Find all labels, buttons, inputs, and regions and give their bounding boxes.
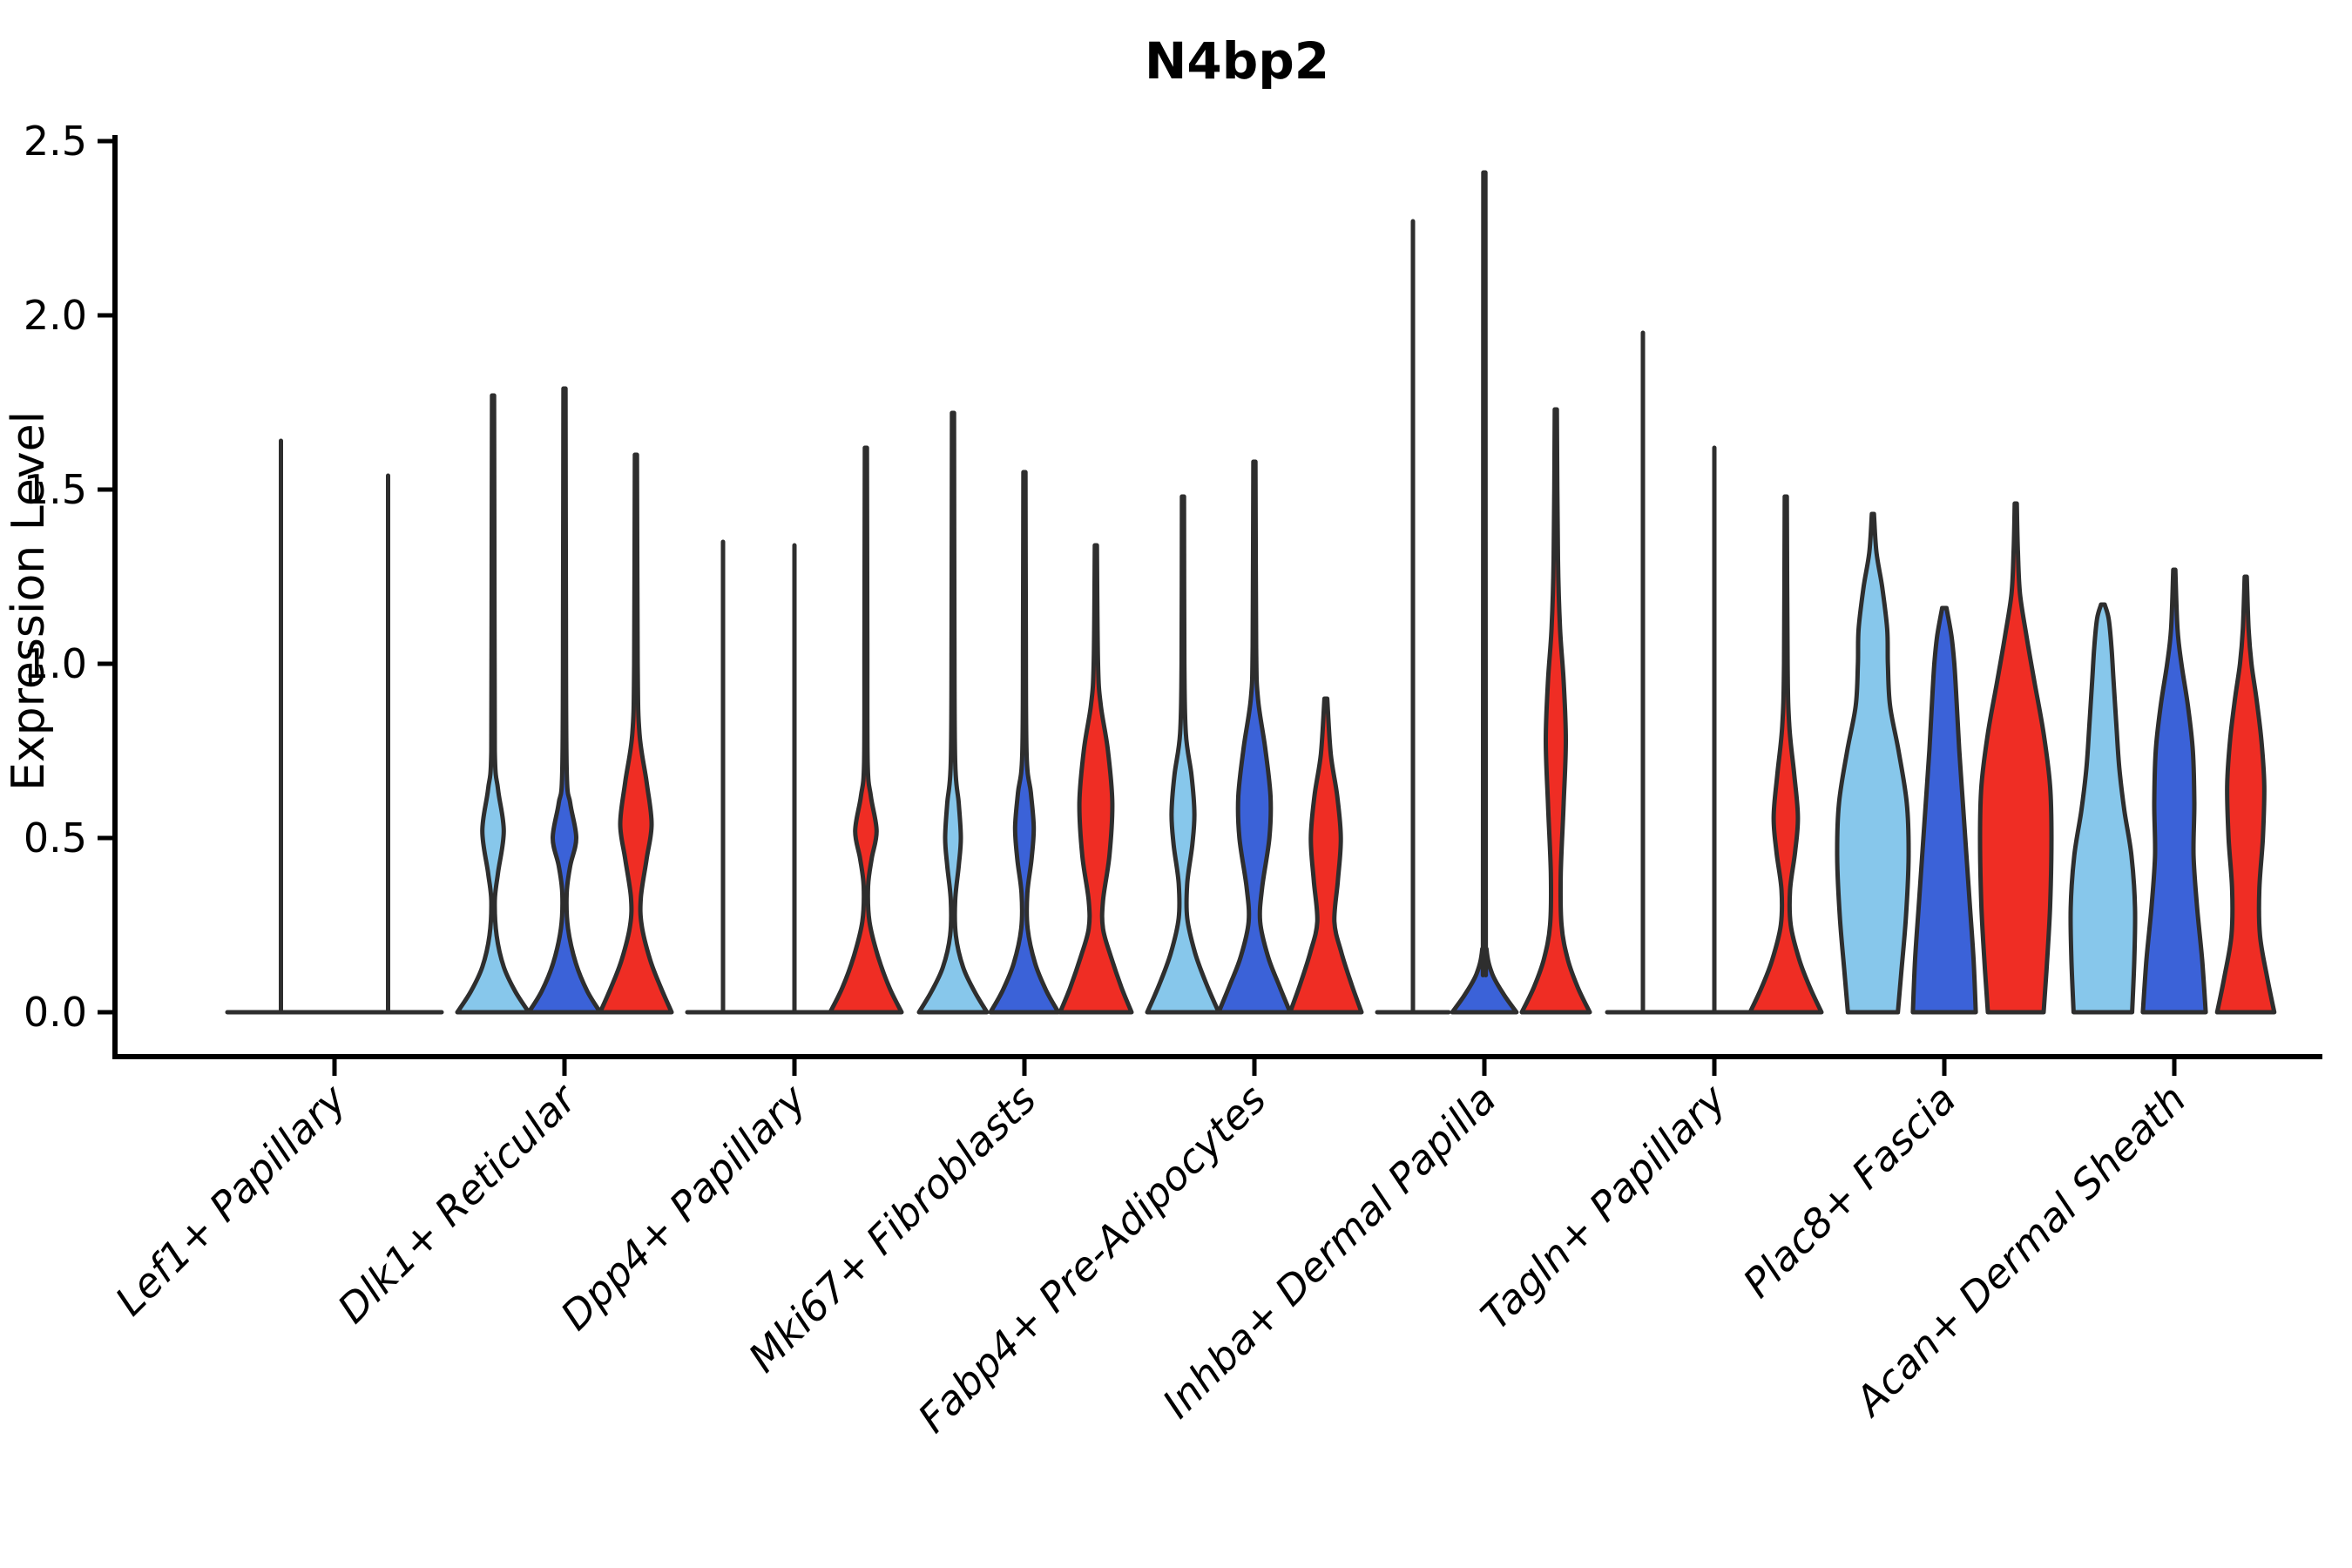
x-tick-label-plac8-fascia: Plac8+ Fascia (1734, 1076, 1964, 1307)
violin-mki67-fibroblasts-split3 (1058, 543, 1134, 1015)
violin-dlk1-reticular-split3 (598, 452, 674, 1015)
chart-title: N4bp2 (1145, 31, 1329, 91)
y-axis-label: Expression Level (3, 411, 55, 791)
violin-fabp4-pre-adipocytes-split3 (1288, 696, 1364, 1015)
violin-inhba-dermal-papilla-split3 (1519, 407, 1592, 1015)
violin-dpp4-papillary-split3 (828, 445, 904, 1015)
violin-fabp4-pre-adipocytes-split1 (1145, 494, 1221, 1015)
x-tick-label-lef1-papillary: Lef1+ Papillary (106, 1075, 355, 1324)
violin-acan-dermal-sheath-split2 (2140, 567, 2208, 1015)
violin-plac8-fascia-split3 (1977, 501, 2054, 1015)
violin-mki67-fibroblasts-split2 (988, 470, 1061, 1015)
violin-tagln-papillary-split3 (1747, 494, 1824, 1015)
x-tick-label-dlk1-reticular: Dlk1+ Reticular (328, 1073, 587, 1332)
x-tick-label-tagln-papillary: Tagln+ Papillary (1471, 1075, 1735, 1339)
violin-dlk1-reticular-split1 (455, 393, 531, 1015)
violin-acan-dermal-sheath-split1 (2068, 602, 2138, 1015)
violin-plac8-fascia-split1 (1835, 511, 1911, 1015)
violin-fabp4-pre-adipocytes-split2 (1216, 459, 1293, 1015)
x-tick-label-dpp4-papillary: Dpp4+ Papillary (551, 1075, 815, 1339)
y-tick-label: 0.5 (24, 814, 87, 862)
y-tick-label: 0.0 (24, 989, 87, 1036)
violin-inhba-dermal-papilla-split2 (1450, 170, 1519, 1015)
y-tick-label: 2.5 (24, 118, 87, 165)
violin-mki67-fibroblasts-split1 (916, 410, 990, 1015)
violin-acan-dermal-sheath-split3 (2214, 574, 2277, 1015)
y-tick-label: 1.0 (24, 640, 87, 687)
violin-dlk1-reticular-split2 (526, 386, 603, 1015)
y-tick-label: 1.5 (24, 466, 87, 513)
violin-plac8-fascia-split2 (1910, 605, 1978, 1015)
y-tick-label: 2.0 (24, 292, 87, 339)
